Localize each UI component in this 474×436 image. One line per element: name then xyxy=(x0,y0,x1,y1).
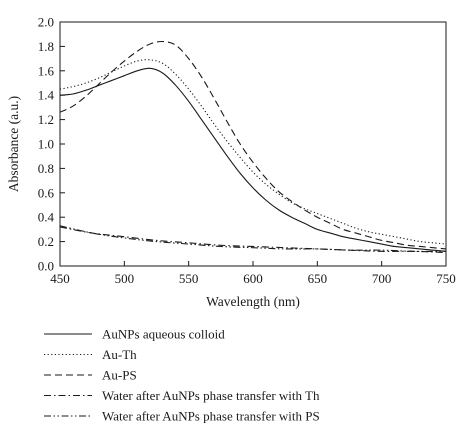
y-tick-label: 1.0 xyxy=(38,137,54,152)
x-tick-label: 550 xyxy=(179,271,199,286)
x-tick-label: 500 xyxy=(115,271,135,286)
x-tick-label: 450 xyxy=(50,271,70,286)
plot-area-border xyxy=(59,21,447,267)
legend-label-2: Au-Th xyxy=(102,347,137,362)
y-tick-label: 0.6 xyxy=(38,185,55,200)
x-axis-title: Wavelength (nm) xyxy=(206,294,300,309)
y-tick-label: 0.8 xyxy=(38,161,54,176)
series-line-4 xyxy=(59,226,447,254)
y-tick-label: 0.0 xyxy=(38,259,54,274)
series-line-3 xyxy=(59,40,447,250)
x-tick-label: 600 xyxy=(243,271,263,286)
y-axis-title: Absorbance (a.u.) xyxy=(6,96,21,192)
x-axis-ticks: 450 500 550 600 650 700 750 xyxy=(50,261,456,286)
y-tick-label: 0.4 xyxy=(38,210,55,225)
y-tick-label: 2.0 xyxy=(38,15,54,30)
x-tick-label: 700 xyxy=(372,271,392,286)
x-tick-label: 650 xyxy=(308,271,328,286)
legend-label-3: Au-PS xyxy=(102,368,137,383)
series-line-2 xyxy=(59,59,447,245)
x-tick-label: 750 xyxy=(436,271,456,286)
series-line-5 xyxy=(59,225,447,252)
y-tick-label: 1.6 xyxy=(38,63,55,78)
y-tick-label: 0.2 xyxy=(38,234,54,249)
series-line-1 xyxy=(59,67,447,252)
y-tick-label: 1.4 xyxy=(38,88,55,103)
series-lines xyxy=(59,40,447,254)
legend-label-4: Water after AuNPs phase transfer with Th xyxy=(102,388,320,403)
y-tick-label: 1.2 xyxy=(38,112,54,127)
y-tick-label: 1.8 xyxy=(38,39,54,54)
legend-label-5: Water after AuNPs phase transfer with PS xyxy=(102,409,320,424)
legend: AuNPs aqueous colloid Au-Th Au-PS Water aft… xyxy=(44,327,320,424)
legend-label-1: AuNPs aqueous colloid xyxy=(102,327,225,342)
plot-frame xyxy=(59,21,447,267)
y-axis-ticks: 0.0 0.2 0.4 0.6 0.8 1.0 1.2 1.4 1.6 1.8 2.0 xyxy=(38,15,65,274)
